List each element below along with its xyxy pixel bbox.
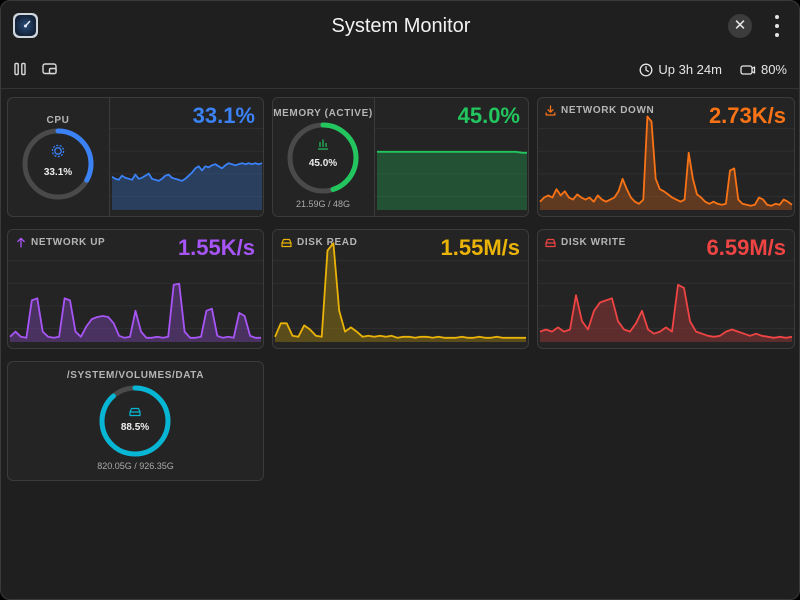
volume-ring-text: 88.5% bbox=[120, 422, 150, 433]
battery-text: 80% bbox=[760, 62, 787, 77]
volume-sub-text: 820.05G / 926.35G bbox=[97, 461, 174, 471]
arrow-up-icon bbox=[17, 237, 25, 248]
more-icon-dot bbox=[775, 15, 779, 19]
gauge-app-icon bbox=[13, 13, 38, 38]
disk-icon bbox=[545, 238, 556, 247]
memory-ring-text: 45.0% bbox=[308, 158, 338, 169]
network-down-value: 2.73K/s bbox=[708, 103, 786, 128]
network-up-chart bbox=[8, 260, 263, 342]
uptime-text: Up 3h 24m bbox=[658, 62, 722, 77]
close-button[interactable]: ✕ bbox=[728, 14, 752, 38]
disk-write-chart bbox=[538, 260, 794, 342]
disk-write-line bbox=[539, 283, 793, 339]
disk-icon bbox=[281, 238, 292, 247]
network-down-card: NETWORK DOWN 2.73K/s bbox=[537, 97, 795, 217]
disk-write-area bbox=[540, 284, 792, 342]
cpu-gauge: 33.1% bbox=[20, 126, 96, 202]
gear-icon bbox=[51, 144, 65, 158]
network-down-label-text: NETWORK DOWN bbox=[561, 105, 655, 116]
battery-status: 80% bbox=[740, 62, 787, 77]
more-icon-dot bbox=[775, 24, 779, 28]
disk-write-label: DISK WRITE bbox=[545, 237, 626, 248]
pause-icon[interactable] bbox=[13, 62, 29, 78]
more-options-button[interactable] bbox=[767, 13, 787, 39]
network-up-line bbox=[9, 282, 261, 339]
more-icon-dot bbox=[775, 33, 779, 37]
disk-write-card: DISK WRITE 6.59M/s bbox=[537, 229, 795, 349]
cpu-line bbox=[111, 162, 263, 182]
picture-in-picture-icon[interactable] bbox=[42, 62, 58, 78]
volume-gauge: 88.5% bbox=[97, 383, 173, 459]
card-divider bbox=[109, 98, 110, 216]
network-down-line bbox=[539, 115, 793, 207]
network-down-label: NETWORK DOWN bbox=[545, 105, 654, 116]
memory-line bbox=[377, 150, 527, 154]
network-up-card: NETWORK UP 1.55K/s bbox=[7, 229, 264, 349]
disk-read-line bbox=[274, 242, 526, 339]
download-icon bbox=[545, 105, 556, 116]
card-divider bbox=[374, 98, 375, 216]
close-icon: ✕ bbox=[733, 17, 747, 34]
network-up-label-text: NETWORK UP bbox=[31, 237, 106, 248]
cpu-chart bbox=[110, 128, 263, 210]
cpu-label: CPU bbox=[46, 115, 70, 126]
network-up-label: NETWORK UP bbox=[16, 237, 105, 248]
disk-read-label-text: DISK READ bbox=[297, 237, 358, 248]
disk-read-value: 1.55M/s bbox=[440, 235, 521, 260]
memory-label: MEMORY (ACTIVE) bbox=[273, 108, 373, 119]
network-up-value: 1.55K/s bbox=[177, 235, 255, 260]
memory-area bbox=[377, 151, 527, 210]
memory-chart bbox=[375, 128, 528, 210]
memory-value: 45.0% bbox=[457, 103, 520, 128]
cpu-area bbox=[112, 163, 262, 210]
disk-read-chart bbox=[273, 242, 528, 342]
disk-icon bbox=[129, 407, 141, 417]
disk-read-card: DISK READ 1.55M/s bbox=[272, 229, 529, 349]
toolbar: Up 3h 24m 80% bbox=[1, 51, 799, 89]
window-title: System Monitor bbox=[331, 14, 471, 37]
network-down-area bbox=[540, 116, 792, 210]
cpu-card: CPU 33.1% 33.1% bbox=[7, 97, 264, 217]
cpu-ring-text: 33.1% bbox=[43, 167, 73, 178]
volume-label: /SYSTEM/VOLUMES/DATA bbox=[66, 370, 205, 381]
disk-write-value: 6.59M/s bbox=[706, 235, 787, 260]
network-down-chart bbox=[538, 115, 794, 210]
disk-write-label-text: DISK WRITE bbox=[561, 237, 626, 248]
uptime-status: Up 3h 24m bbox=[639, 62, 722, 77]
memory-gauge: 45.0% bbox=[285, 120, 361, 196]
disk-read-label: DISK READ bbox=[281, 237, 357, 248]
clock-icon bbox=[639, 63, 653, 76]
disk-read-area bbox=[275, 243, 526, 342]
title-bar: System Monitor ✕ bbox=[1, 1, 799, 51]
volume-card: /SYSTEM/VOLUMES/DATA 88.5% 820.05G / 926… bbox=[7, 361, 264, 481]
memory-chart-icon bbox=[318, 139, 328, 150]
memory-sub-text: 21.59G / 48G bbox=[295, 199, 351, 209]
memory-card: MEMORY (ACTIVE) 45.0% 21.59G / 48G 45.0% bbox=[272, 97, 529, 217]
battery-icon bbox=[740, 64, 756, 75]
cpu-value: 33.1% bbox=[192, 103, 255, 128]
